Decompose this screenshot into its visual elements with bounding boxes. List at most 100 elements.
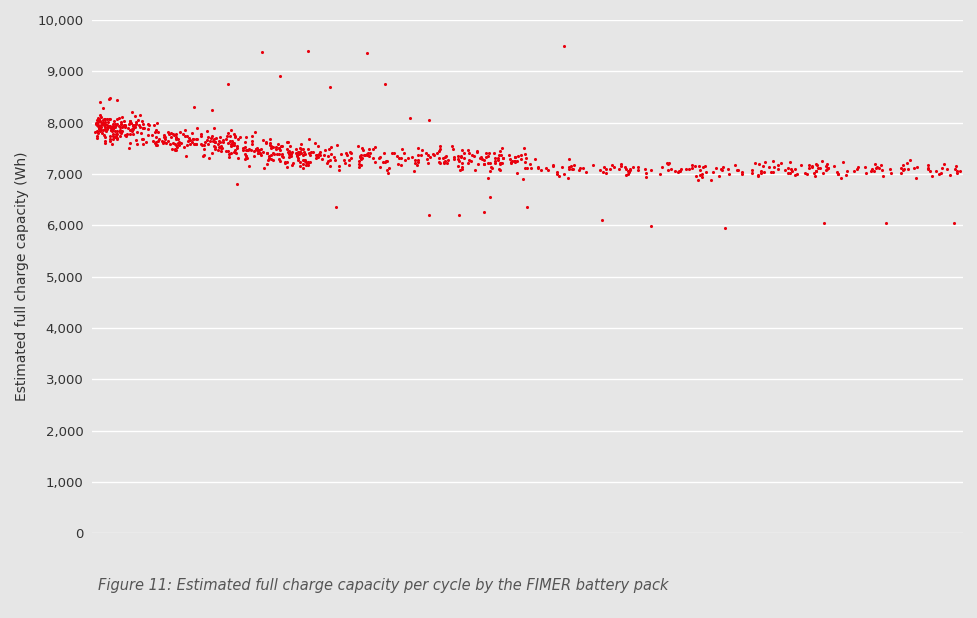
- Point: [95, 125, 110, 135]
- Point: [116, 121, 132, 130]
- Point: [865, 166, 880, 176]
- Point: [375, 157, 391, 167]
- Point: [619, 169, 635, 179]
- Point: [666, 166, 682, 176]
- Point: [270, 140, 285, 150]
- Point: [123, 118, 139, 128]
- Point: [478, 152, 493, 162]
- Point: [94, 117, 109, 127]
- Point: [894, 160, 910, 170]
- Point: [828, 167, 844, 177]
- Point: [108, 129, 124, 139]
- Point: [153, 136, 169, 146]
- Point: [265, 148, 280, 158]
- Point: [109, 133, 125, 143]
- Point: [170, 138, 186, 148]
- Point: [563, 161, 578, 171]
- Point: [402, 112, 417, 122]
- Point: [117, 130, 133, 140]
- Point: [892, 163, 908, 173]
- Point: [507, 156, 523, 166]
- Point: [378, 156, 394, 166]
- Point: [160, 127, 176, 137]
- Point: [752, 167, 768, 177]
- Point: [107, 122, 123, 132]
- Point: [133, 128, 149, 138]
- Point: [89, 130, 105, 140]
- Point: [223, 142, 238, 151]
- Point: [111, 113, 127, 123]
- Point: [713, 165, 729, 175]
- Point: [196, 140, 212, 150]
- Point: [692, 166, 707, 176]
- Point: [522, 159, 537, 169]
- Point: [150, 135, 166, 145]
- Point: [135, 123, 150, 133]
- Point: [394, 161, 409, 171]
- Point: [807, 159, 823, 169]
- Point: [179, 140, 194, 150]
- Point: [89, 121, 105, 130]
- Point: [165, 138, 181, 148]
- Point: [296, 156, 312, 166]
- Point: [140, 119, 155, 129]
- Point: [227, 129, 242, 138]
- Point: [177, 125, 192, 135]
- Point: [848, 164, 864, 174]
- Point: [453, 163, 469, 172]
- Point: [453, 158, 469, 167]
- Point: [788, 169, 804, 179]
- Point: [282, 151, 298, 161]
- Point: [367, 142, 383, 151]
- Point: [239, 145, 255, 154]
- Point: [168, 133, 184, 143]
- Point: [223, 148, 238, 158]
- Point: [279, 137, 295, 146]
- Point: [810, 163, 826, 172]
- Point: [122, 129, 138, 139]
- Point: [238, 132, 254, 142]
- Point: [295, 159, 311, 169]
- Point: [873, 164, 889, 174]
- Point: [817, 161, 832, 171]
- Point: [237, 151, 253, 161]
- Point: [372, 161, 388, 171]
- Point: [108, 127, 124, 137]
- Point: [272, 145, 287, 155]
- Point: [501, 150, 517, 159]
- Point: [503, 157, 519, 167]
- Point: [750, 159, 766, 169]
- Point: [506, 156, 522, 166]
- Point: [440, 154, 455, 164]
- Point: [90, 117, 106, 127]
- Point: [660, 158, 676, 168]
- Point: [180, 137, 195, 146]
- Point: [832, 173, 848, 183]
- Point: [226, 140, 241, 150]
- Point: [697, 161, 712, 171]
- Point: [326, 152, 342, 162]
- Point: [247, 127, 263, 137]
- Point: [509, 151, 525, 161]
- Point: [899, 158, 914, 168]
- Point: [168, 140, 184, 150]
- Point: [617, 170, 633, 180]
- Point: [638, 168, 654, 178]
- Point: [410, 143, 426, 153]
- Point: [361, 148, 377, 158]
- Point: [244, 136, 260, 146]
- Point: [871, 163, 886, 172]
- Point: [806, 171, 822, 181]
- Point: [289, 150, 305, 159]
- Point: [380, 168, 396, 178]
- Point: [507, 156, 523, 166]
- Point: [327, 155, 343, 165]
- Point: [150, 135, 166, 145]
- Point: [114, 122, 130, 132]
- Point: [127, 111, 143, 121]
- Point: [360, 150, 375, 159]
- Point: [107, 119, 123, 129]
- Point: [101, 114, 116, 124]
- Point: [295, 163, 311, 172]
- Point: [106, 121, 121, 130]
